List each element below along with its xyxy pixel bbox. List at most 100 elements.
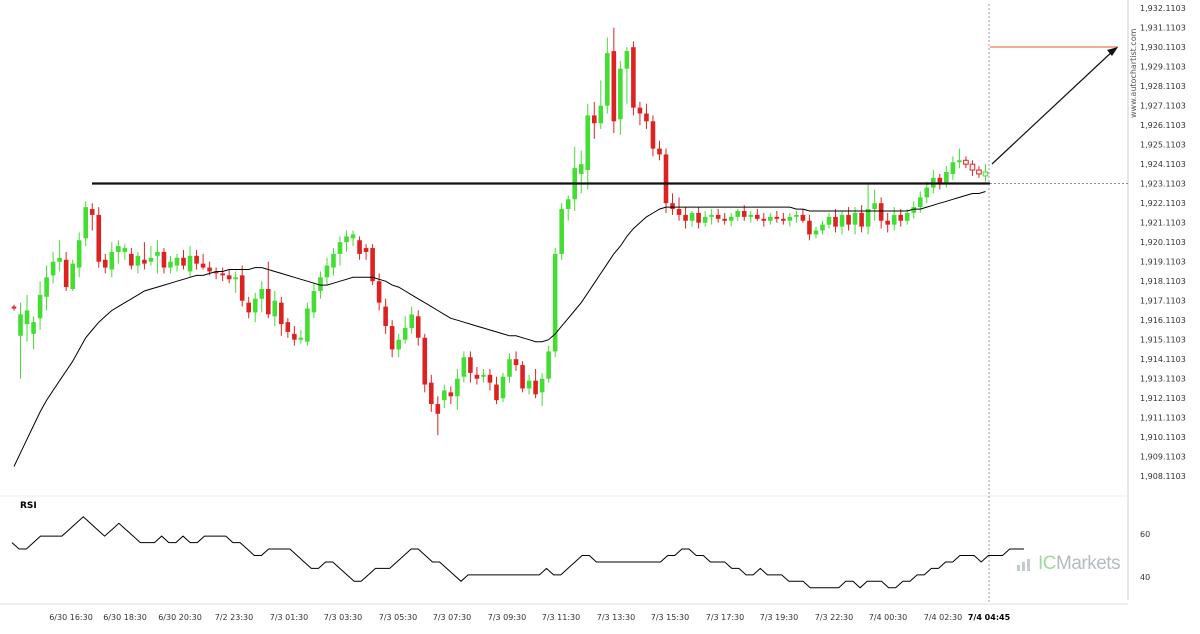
candle-body [637,107,643,114]
pattern-candle [976,169,982,175]
candle-body [226,275,232,280]
rsi-layer [11,516,1024,589]
y-tick-label: 1,929.1103 [1140,63,1186,72]
rsi-tick-label: 40 [1140,573,1150,582]
candle-body [631,47,636,108]
x-tick-label: 7/4 02:30 [924,613,962,622]
candle-body [917,197,923,208]
candle-body [898,214,904,221]
candle-body [344,236,349,243]
candles-layer [11,27,989,436]
y-tick-label: 1,924.1103 [1140,160,1186,169]
y-tick-label: 1,927.1103 [1140,102,1186,111]
candle-body [31,322,36,334]
candle-body [741,211,747,217]
y-tick-label: 1,908.1103 [1140,472,1186,481]
candle-body [546,351,551,379]
y-tick-label: 1,914.1103 [1140,355,1186,364]
y-tick-label: 1,917.1103 [1140,297,1186,306]
y-tick-label: 1,919.1103 [1140,258,1186,267]
candle-body [487,374,493,383]
candle-body [552,253,558,352]
candle-body [292,333,297,340]
x-tick-label: 7/3 07:30 [433,613,471,622]
candle-body [83,207,89,239]
candle-body [526,380,532,389]
candle-body [715,214,721,219]
candle-body [415,316,421,338]
candle-body [624,51,630,69]
candle-body [285,322,291,332]
candle-body [318,277,323,291]
candle-body [559,209,564,254]
candle-body [337,242,343,254]
candle-body [455,378,460,397]
candle-body [57,257,62,262]
candle-body [474,374,480,379]
axes-layer [0,0,1129,605]
candle-body [520,365,525,389]
candle-body [363,248,369,252]
candle-body [794,214,799,217]
x-tick-label: 7/3 19:30 [760,613,798,622]
candle-body [533,380,538,395]
candle-body [911,207,917,213]
candle-body [272,300,278,317]
candle-body [252,298,258,313]
candle-body [702,216,708,223]
moving-average-line [13,191,986,467]
projection-arrowhead [1107,47,1118,56]
candle-body [585,115,591,171]
candle-body [820,224,825,231]
candle-body [872,203,877,210]
candle-body [761,218,767,221]
candle-body [233,277,238,280]
overlay-layer [13,4,1128,604]
candle-body [937,177,943,184]
candle-body [644,113,649,122]
candle-body [950,162,956,174]
candle-body [885,220,890,225]
candle-body [44,277,49,297]
candle-body [50,261,56,276]
x-tick-label: 6/30 18:30 [103,613,147,622]
candle-body [787,216,793,221]
labels-layer: 1,932.1103 1,931.1103 1,930.1103 1,929.1103… [20,4,1186,622]
candle-body [865,209,871,227]
candle-body [70,263,75,290]
candle-body [494,384,499,401]
x-tick-label: 7/3 01:30 [270,613,308,622]
y-tick-label: 1,921.1103 [1140,219,1186,228]
candle-body [709,214,714,217]
candle-body [102,259,108,268]
candle-body [331,253,336,268]
candle-body [650,121,656,149]
candle-body [591,115,597,124]
bars-logo-icon [1017,559,1030,571]
candle-body [944,172,949,184]
y-tick-label: 1,918.1103 [1140,277,1186,286]
x-tick-label: 7/3 03:30 [324,613,362,622]
rsi-tick-label: 60 [1140,530,1150,539]
candle-body [135,255,141,266]
candle-body [957,160,962,163]
rsi-title: RSI [20,501,37,511]
candle-body [663,154,669,204]
x-tick-label: 7/3 22:30 [815,613,853,622]
candle-body [689,212,695,221]
candle-body [448,392,454,397]
x-tick-label: 7/3 05:30 [379,613,417,622]
x-tick-label: 7/3 09:30 [488,613,526,622]
y-tick-label: 1,916.1103 [1140,316,1186,325]
candle-body [402,328,408,340]
candle-body [428,382,434,405]
brand-name: Markets [1056,553,1121,574]
candle-body [213,271,219,274]
candle-body [735,211,741,217]
candle-body [259,289,265,299]
candle-body [565,199,571,210]
candle-body [122,248,128,252]
candle-body [768,216,773,221]
candle-body [142,259,147,264]
